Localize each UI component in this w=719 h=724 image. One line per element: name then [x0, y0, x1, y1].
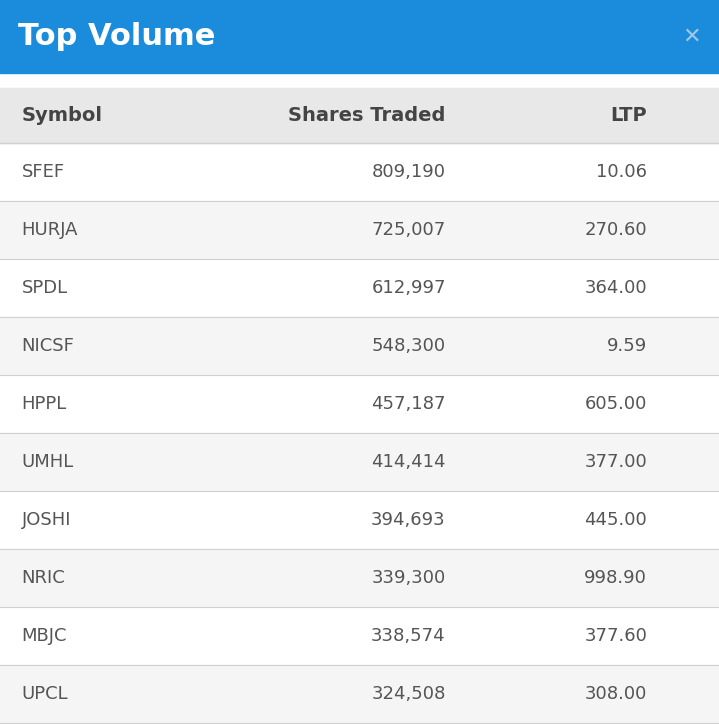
- Text: 809,190: 809,190: [372, 163, 446, 181]
- Bar: [0, 143, 719, 201]
- Text: NRIC: NRIC: [22, 569, 65, 587]
- Bar: [0, 0, 719, 73]
- Text: 457,187: 457,187: [371, 395, 446, 413]
- Text: 339,300: 339,300: [372, 569, 446, 587]
- Text: 612,997: 612,997: [371, 279, 446, 297]
- Text: 414,414: 414,414: [371, 453, 446, 471]
- Text: Shares Traded: Shares Traded: [288, 106, 446, 125]
- Text: SFEF: SFEF: [22, 163, 65, 181]
- Bar: [0, 665, 719, 723]
- Text: 377.60: 377.60: [585, 627, 647, 645]
- Text: 725,007: 725,007: [372, 221, 446, 239]
- Text: UPCL: UPCL: [22, 685, 68, 703]
- Text: JOSHI: JOSHI: [22, 511, 71, 529]
- Bar: [0, 201, 719, 259]
- Text: 270.60: 270.60: [585, 221, 647, 239]
- Text: 998.90: 998.90: [585, 569, 647, 587]
- Bar: [0, 607, 719, 665]
- Text: UMHL: UMHL: [22, 453, 74, 471]
- Bar: [0, 259, 719, 317]
- Text: 10.06: 10.06: [596, 163, 647, 181]
- Text: 377.00: 377.00: [585, 453, 647, 471]
- Text: Top Volume: Top Volume: [18, 22, 216, 51]
- Text: 445.00: 445.00: [585, 511, 647, 529]
- Text: HPPL: HPPL: [22, 395, 67, 413]
- Text: 308.00: 308.00: [585, 685, 647, 703]
- Text: 338,574: 338,574: [371, 627, 446, 645]
- Text: HURJA: HURJA: [22, 221, 78, 239]
- Text: 324,508: 324,508: [372, 685, 446, 703]
- Text: NICSF: NICSF: [22, 337, 75, 355]
- Text: 548,300: 548,300: [372, 337, 446, 355]
- Text: ✕: ✕: [682, 27, 701, 46]
- Bar: [0, 317, 719, 375]
- Text: 9.59: 9.59: [607, 337, 647, 355]
- Bar: [0, 433, 719, 491]
- Bar: [0, 88, 719, 143]
- Text: LTP: LTP: [610, 106, 647, 125]
- Bar: [0, 375, 719, 433]
- Bar: [0, 491, 719, 549]
- Text: SPDL: SPDL: [22, 279, 68, 297]
- Text: Symbol: Symbol: [22, 106, 103, 125]
- Bar: [0, 549, 719, 607]
- Text: MBJC: MBJC: [22, 627, 67, 645]
- Text: 605.00: 605.00: [585, 395, 647, 413]
- Text: 394,693: 394,693: [371, 511, 446, 529]
- Text: 364.00: 364.00: [585, 279, 647, 297]
